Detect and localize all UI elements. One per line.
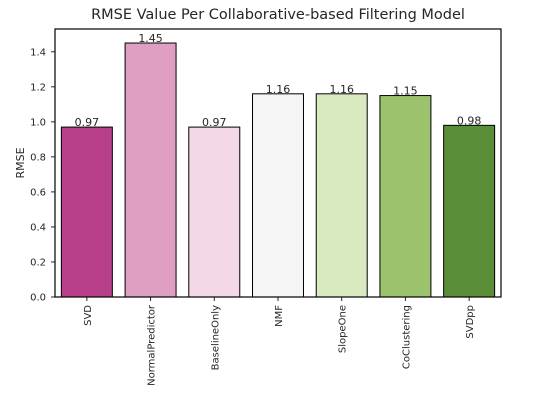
- data-label-coclustering: 1.15: [393, 85, 418, 98]
- plot-frame: [54, 28, 502, 298]
- x-ticks-layer: SVD NormalPredictor BaselineOnly NMF SlopeOn…: [83, 297, 476, 386]
- y-tick-label: 1.4: [30, 47, 46, 58]
- y-tick-label: 1.0: [30, 117, 46, 128]
- data-label-nmf: 1.16: [266, 83, 291, 96]
- data-label-svdpp: 0.98: [457, 114, 482, 127]
- y-axis-label: RMSE: [14, 147, 27, 178]
- x-tick-label-nmf: NMF: [274, 305, 285, 327]
- y-tick-label: 0.6: [30, 187, 46, 198]
- x-tick-label-svd: SVD: [83, 305, 94, 326]
- x-tick-label-slopeone: SlopeOne: [338, 305, 349, 353]
- x-tick-label-baselineonly: BaselineOnly: [210, 305, 221, 370]
- y-tick-label: 0.2: [30, 257, 46, 268]
- bar-slopeone: [315, 93, 368, 298]
- bar-svd: [60, 126, 113, 298]
- y-ticks-layer: 0.0 0.2 0.4 0.6 0.8 1.0 1.2 1.4: [30, 47, 55, 304]
- bars-layer: 0.97 1.45 0.97 1.16 1.16 1.15 0.98: [60, 32, 496, 298]
- y-tick-label: 1.2: [30, 82, 46, 93]
- bar-coclustering: [379, 95, 432, 298]
- y-tick-label: 0.4: [30, 222, 46, 233]
- data-label-slopeone: 1.16: [329, 83, 354, 96]
- bar-normalpredictor: [124, 42, 177, 298]
- y-tick-label: 0.8: [30, 152, 46, 163]
- x-tick-label-svdpp: SVDpp: [465, 305, 476, 339]
- data-label-svd: 0.97: [75, 116, 100, 129]
- y-tick-label: 0.0: [30, 293, 46, 304]
- data-label-normalpredictor: 1.45: [138, 32, 163, 45]
- chart-title: RMSE Value Per Collaborative-based Filte…: [91, 7, 465, 23]
- data-label-baselineonly: 0.97: [202, 116, 227, 129]
- bar-baselineonly: [188, 126, 241, 298]
- x-tick-label-coclustering: CoClustering: [401, 305, 412, 369]
- bar-nmf: [252, 93, 304, 298]
- bar-svdpp: [443, 124, 496, 298]
- x-tick-label-normalpredictor: NormalPredictor: [147, 304, 158, 386]
